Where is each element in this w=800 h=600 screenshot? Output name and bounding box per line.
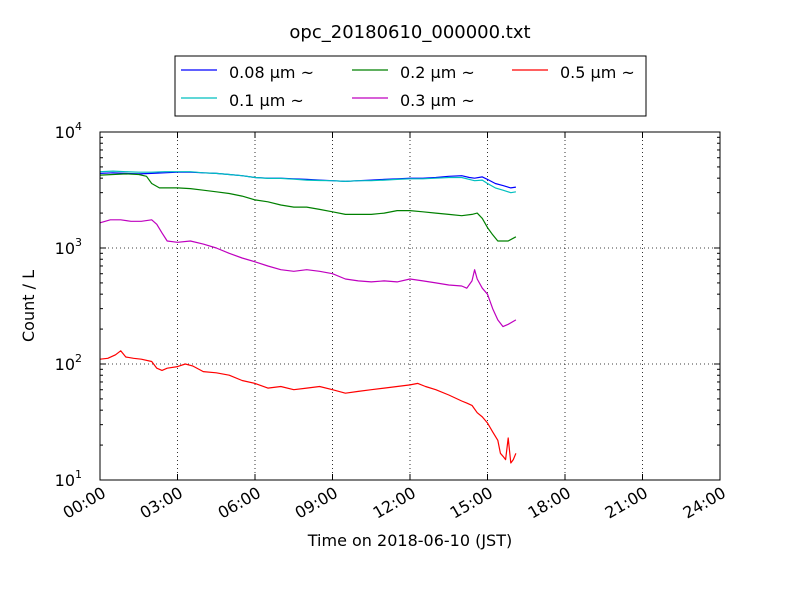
- x-axis-label: Time on 2018-06-10 (JST): [307, 531, 512, 550]
- y-axis-label: Count / L: [19, 270, 38, 342]
- y-tick-exponent: 1: [75, 468, 82, 481]
- legend-label: 0.08 μm ~: [229, 63, 314, 82]
- chart-title: opc_20180610_000000.txt: [289, 22, 530, 43]
- axis-ticks: [99, 131, 721, 481]
- y-tick-base: 10: [55, 123, 75, 142]
- y-tick-exponent: 2: [75, 352, 82, 365]
- legend-label: 0.5 μm ~: [560, 63, 635, 82]
- y-tick-labels: 101 102 103 104: [55, 120, 82, 490]
- series-line: [99, 170, 517, 194]
- legend-label: 0.3 μm ~: [400, 91, 475, 110]
- y-tick-exponent: 4: [75, 120, 82, 133]
- series-line: [99, 173, 517, 242]
- legend-entry: 0.1 μm ~: [181, 91, 304, 110]
- legend-entry: 0.08 μm ~: [181, 63, 314, 82]
- series-lines: [99, 170, 517, 464]
- y-tick-base: 10: [55, 355, 75, 374]
- series-line: [99, 219, 517, 328]
- grid: [100, 132, 720, 480]
- y-tick-label: 102: [55, 352, 82, 374]
- y-tick-base: 10: [55, 471, 75, 490]
- legend-label: 0.1 μm ~: [229, 91, 304, 110]
- y-tick-label: 101: [55, 468, 82, 490]
- legend-entry: 0.3 μm ~: [352, 91, 475, 110]
- legend-box: [174, 55, 647, 117]
- y-tick-exponent: 3: [75, 236, 82, 249]
- y-tick-label: 103: [55, 236, 82, 258]
- y-tick-base: 10: [55, 239, 75, 258]
- series-line: [99, 350, 517, 464]
- legend-label: 0.2 μm ~: [400, 63, 475, 82]
- legend: 0.08 μm ~ 0.1 μm ~ 0.2 μm ~ 0.3 μm ~ 0.5…: [174, 55, 647, 117]
- legend-entry: 0.2 μm ~: [352, 63, 475, 82]
- y-tick-label: 104: [55, 120, 82, 142]
- legend-entry: 0.5 μm ~: [512, 63, 635, 82]
